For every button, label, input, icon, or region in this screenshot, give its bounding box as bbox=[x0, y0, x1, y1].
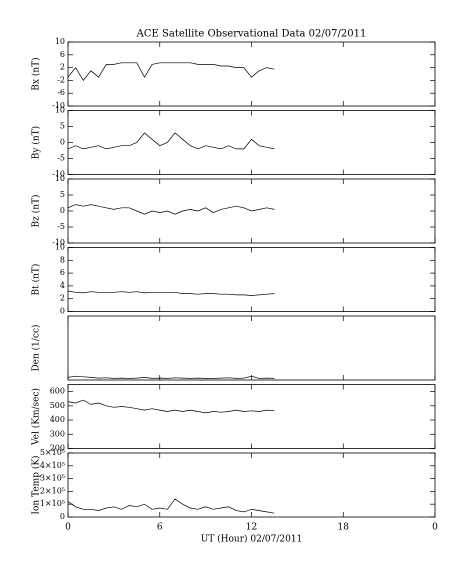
y-tick-label: 2×10⁵ bbox=[40, 486, 65, 495]
y-tick-label: 6 bbox=[60, 50, 65, 59]
y-tick-label: 1×10⁵ bbox=[40, 499, 65, 508]
y-tick-label: 10 bbox=[55, 37, 65, 46]
y-tick-label: 500 bbox=[50, 401, 65, 410]
y-tick-label: 4 bbox=[60, 281, 65, 290]
panel-frame bbox=[67, 315, 436, 381]
x-tick-label: 12 bbox=[246, 523, 257, 533]
y-tick-label: -2 bbox=[57, 75, 65, 84]
y-tick-label: -5 bbox=[57, 222, 65, 231]
y-axis-label: Bz (nT) bbox=[31, 194, 42, 227]
y-tick-label: 8 bbox=[60, 255, 65, 264]
y-tick-label: 0 bbox=[60, 512, 65, 521]
y-tick-label: 5×10⁵ bbox=[40, 448, 65, 457]
y-tick-label: 0 bbox=[60, 138, 65, 147]
data-line bbox=[67, 62, 275, 82]
y-tick-label: 6 bbox=[60, 268, 65, 277]
y-axis-label: Ion Temp (K) bbox=[31, 455, 42, 514]
y-axis-label: Vel (Km/sec) bbox=[31, 388, 42, 446]
x-tick-label: 6 bbox=[157, 523, 163, 533]
y-tick-label: 600 bbox=[50, 387, 65, 396]
y-tick-label: 300 bbox=[50, 429, 65, 438]
panel-frame bbox=[67, 452, 436, 518]
y-axis-label: Bx (nT) bbox=[31, 57, 42, 90]
y-axis-label: Bt (nT) bbox=[31, 264, 42, 296]
y-tick-label: 10 bbox=[55, 243, 65, 252]
x-axis-label: UT (Hour) 02/07/2011 bbox=[201, 534, 303, 545]
data-line bbox=[67, 204, 275, 215]
panel-frame bbox=[67, 384, 436, 449]
y-tick-label: -10 bbox=[52, 238, 65, 247]
chart-title: ACE Satellite Observational Data 02/07/2… bbox=[136, 29, 367, 40]
y-tick-label: 400 bbox=[50, 415, 65, 424]
y-tick-label: 4×10⁵ bbox=[40, 461, 65, 470]
y-tick-label: 5 bbox=[60, 122, 65, 131]
panel-frame bbox=[67, 247, 436, 312]
panel-frame bbox=[67, 41, 436, 107]
y-tick-label: 2 bbox=[60, 63, 65, 72]
y-tick-label: 0 bbox=[60, 307, 65, 316]
y-tick-label: 200 bbox=[50, 444, 65, 453]
y-tick-label: 0 bbox=[60, 206, 65, 215]
data-line bbox=[67, 375, 275, 379]
x-tick-label: 0 bbox=[432, 523, 438, 533]
y-tick-label: -10 bbox=[52, 170, 65, 179]
data-line bbox=[67, 399, 275, 414]
y-tick-label: 5 bbox=[60, 190, 65, 199]
x-tick-label: 0 bbox=[65, 523, 71, 533]
data-line bbox=[67, 132, 275, 150]
panel-frame bbox=[67, 110, 436, 175]
y-tick-label: -10 bbox=[52, 101, 65, 110]
y-tick-label: 3×10⁵ bbox=[40, 474, 65, 483]
y-tick-label: 10 bbox=[55, 174, 65, 183]
y-axis-label: By (nT) bbox=[31, 126, 42, 159]
y-tick-label: -6 bbox=[57, 88, 65, 97]
x-tick-label: 18 bbox=[338, 523, 350, 533]
y-tick-label: 10 bbox=[55, 106, 65, 115]
y-tick-label: 2 bbox=[60, 294, 65, 303]
data-line bbox=[67, 498, 275, 514]
y-tick-label: -5 bbox=[57, 154, 65, 163]
y-axis-label: Den (1/cc) bbox=[31, 324, 42, 371]
data-line bbox=[67, 290, 275, 296]
